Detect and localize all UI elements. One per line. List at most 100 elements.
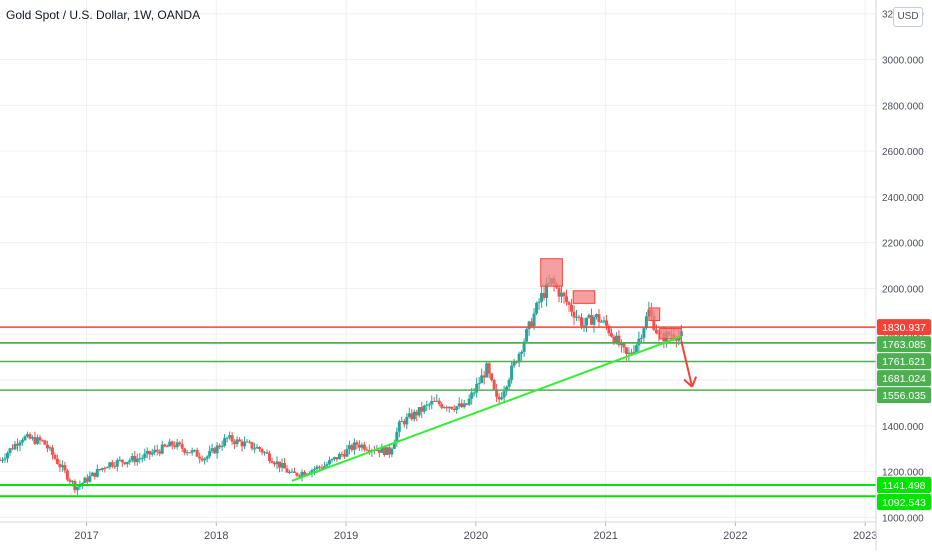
price-tag-label: 1830.937 <box>882 322 926 334</box>
candle-body <box>83 477 87 483</box>
candle-body <box>183 448 187 453</box>
currency-button[interactable]: USD <box>893 7 923 27</box>
candle-body <box>445 407 449 409</box>
candle-body <box>530 321 534 327</box>
candle-body <box>178 442 182 445</box>
candle-body <box>350 445 354 450</box>
candle-body <box>575 316 579 318</box>
candle-body <box>407 413 411 417</box>
candle-body <box>465 403 469 405</box>
candle-body <box>295 472 299 476</box>
candle-body <box>520 351 524 354</box>
resistance-zone[interactable] <box>572 290 596 304</box>
candle-body <box>522 341 526 352</box>
candle-body <box>440 404 444 408</box>
candle-body <box>362 444 366 450</box>
candle-body <box>265 452 269 454</box>
candle-body <box>60 465 64 468</box>
candle-body <box>320 467 324 469</box>
candle-body <box>385 447 389 456</box>
candle-body <box>375 449 379 451</box>
candle-body <box>525 329 529 342</box>
trendline[interactable] <box>291 335 682 482</box>
candle-body <box>400 420 404 422</box>
resistance-zone[interactable] <box>540 258 563 287</box>
candle-body <box>240 441 244 447</box>
candle-body <box>48 447 52 449</box>
candle-body <box>592 317 596 325</box>
candle-body <box>118 459 122 461</box>
candle-body <box>228 435 232 438</box>
candle-body <box>15 443 19 446</box>
candle-body <box>233 441 237 445</box>
resistance-zones[interactable] <box>540 258 682 340</box>
candle-body <box>565 296 569 303</box>
candle-body <box>597 314 601 323</box>
candle-body <box>337 453 341 460</box>
trendline-group[interactable] <box>291 335 698 482</box>
x-tick-label: 2022 <box>723 530 747 542</box>
candle-body <box>382 447 386 456</box>
y-tick-label: 3000.000 <box>882 56 924 67</box>
candle-body <box>80 482 84 485</box>
candle-body <box>258 446 262 450</box>
candle-body <box>103 468 107 470</box>
candle-body <box>629 352 633 354</box>
candle-body <box>13 443 17 450</box>
candle-body <box>639 337 643 339</box>
candle-body <box>537 301 541 303</box>
candle-body <box>312 469 316 471</box>
projection-arrow[interactable] <box>680 340 694 388</box>
x-tick-label: 2019 <box>334 530 358 542</box>
candle-body <box>68 479 72 482</box>
candle-body <box>238 439 242 442</box>
resistance-zone[interactable] <box>659 328 682 340</box>
candle-body <box>634 345 638 352</box>
candle-body <box>208 450 212 457</box>
candle-body <box>395 431 399 443</box>
candle-body <box>427 404 431 406</box>
candle-body <box>562 292 566 297</box>
candle-body <box>155 449 159 452</box>
candle-body <box>65 470 69 480</box>
candle-body <box>125 461 129 465</box>
candle-body <box>482 375 486 378</box>
candle-body <box>198 456 202 459</box>
candle-body <box>113 466 117 468</box>
candle-body <box>495 389 499 397</box>
candle-body <box>397 421 401 432</box>
candle-body <box>505 386 509 392</box>
candle-body <box>275 461 279 465</box>
candle-body <box>55 458 59 464</box>
candle-body <box>545 283 549 298</box>
candle-body <box>280 462 284 468</box>
candle-body <box>135 458 139 463</box>
candle-body <box>120 459 124 463</box>
candle-body <box>8 448 12 454</box>
candle-body <box>235 439 239 445</box>
candle-body <box>93 472 97 477</box>
candle-body <box>435 400 439 402</box>
horizontal-levels[interactable] <box>0 326 876 498</box>
y-tick-label: 1200.000 <box>882 468 924 479</box>
candle-body <box>153 449 157 453</box>
candle-body <box>430 401 434 405</box>
price-tag <box>877 494 931 511</box>
candle-body <box>40 440 44 442</box>
candle-body <box>58 463 62 468</box>
candle-body <box>245 441 249 443</box>
candle-body <box>203 458 207 461</box>
candle-body <box>614 335 618 344</box>
candle-body <box>642 328 646 338</box>
candle-body <box>128 460 132 462</box>
candle-body <box>168 441 172 447</box>
candle-body <box>95 469 99 477</box>
price-tag <box>877 353 931 370</box>
candles <box>0 274 683 496</box>
candle-body <box>123 462 127 465</box>
resistance-zone[interactable] <box>648 307 661 322</box>
candle-body <box>572 311 576 318</box>
